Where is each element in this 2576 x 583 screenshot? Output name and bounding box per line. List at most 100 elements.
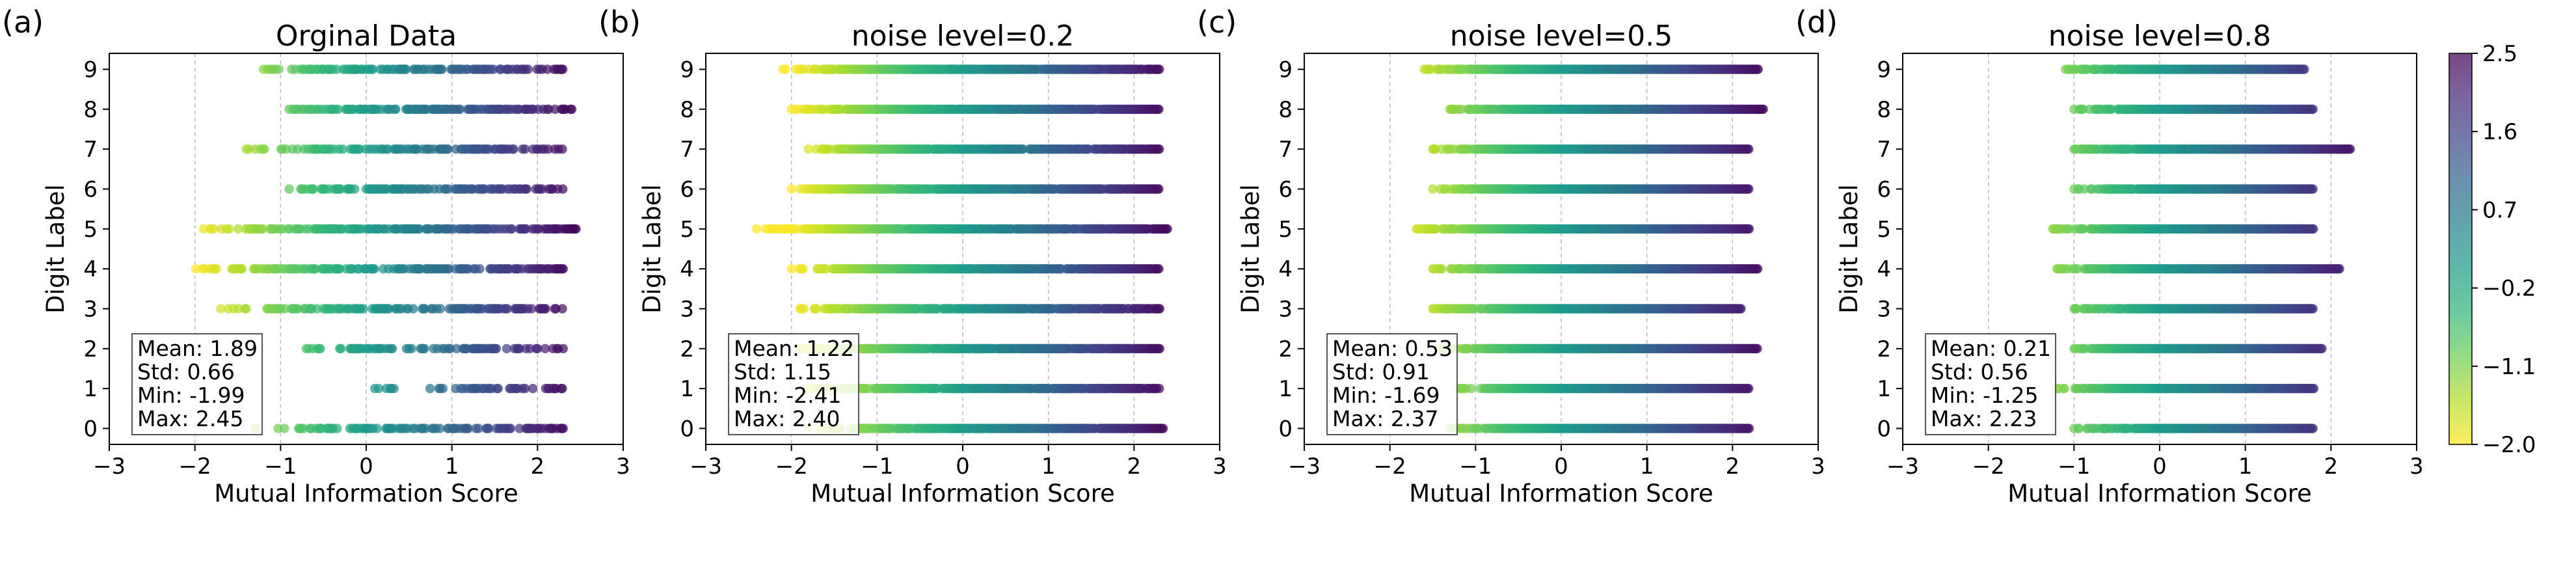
x-tick-label: 2 xyxy=(531,454,545,480)
scatter-point xyxy=(502,304,512,314)
scatter-point xyxy=(558,184,568,194)
y-tick-label: 8 xyxy=(680,97,694,123)
scatter-point xyxy=(234,224,243,234)
scatter-point xyxy=(258,224,267,234)
scatter-point xyxy=(333,104,343,115)
scatter-point xyxy=(526,304,537,314)
x-tick-label: −3 xyxy=(690,454,722,480)
chart-title: noise level=0.5 xyxy=(1450,20,1672,53)
scatter-point xyxy=(1154,184,1164,194)
scatter-point xyxy=(786,264,796,274)
scatter-point xyxy=(533,344,543,353)
y-tick-label: 2 xyxy=(680,336,694,362)
scatter-point xyxy=(338,144,347,154)
scatter-point xyxy=(425,383,435,394)
scatter-point xyxy=(421,424,431,433)
scatter-point xyxy=(451,344,462,353)
y-tick-label: 8 xyxy=(83,97,98,123)
scatter-point xyxy=(1744,224,1754,234)
scatter-point xyxy=(798,264,808,274)
scatter-point xyxy=(541,304,550,314)
scatter-point xyxy=(1744,424,1754,433)
scatter-point xyxy=(1752,344,1762,353)
panel-letter: (a) xyxy=(2,5,44,40)
scatter-point xyxy=(551,304,561,314)
chart-title: noise level=0.2 xyxy=(852,20,1074,53)
scatter-point xyxy=(1155,344,1165,353)
scatter-point xyxy=(211,264,221,274)
scatter-point xyxy=(522,184,532,194)
y-tick-label: 6 xyxy=(680,177,694,203)
x-tick-label: 1 xyxy=(445,454,459,480)
scatter-point xyxy=(557,383,567,394)
y-axis-label: Digit Label xyxy=(638,184,666,314)
scatter-point xyxy=(489,64,498,74)
scatter-point xyxy=(1155,64,1164,74)
scatter-point xyxy=(505,424,516,433)
scatter-point xyxy=(280,304,290,314)
stats-line: Mean: 1.22 xyxy=(734,336,854,361)
scatter-point xyxy=(1155,383,1164,394)
scatter-point xyxy=(1753,264,1763,274)
scatter-point xyxy=(388,344,397,353)
stats-line: Max: 2.40 xyxy=(734,406,840,431)
scatter-point xyxy=(520,144,530,154)
scatter-point xyxy=(336,344,346,353)
scatter-point xyxy=(544,104,554,115)
scatter-point xyxy=(1466,383,1476,394)
panel-letter: (c) xyxy=(1197,5,1237,40)
scatter-point xyxy=(491,344,502,353)
y-tick-label: 4 xyxy=(83,256,98,282)
y-tick-label: 5 xyxy=(83,217,98,243)
scatter-point xyxy=(520,383,530,394)
y-tick-label: 0 xyxy=(680,416,694,442)
x-tick-label: −2 xyxy=(775,454,808,480)
scatter-point xyxy=(407,344,416,353)
scatter-point xyxy=(558,344,568,353)
scatter-point xyxy=(437,64,447,74)
x-tick-label: 3 xyxy=(616,454,630,480)
x-tick-label: 0 xyxy=(359,454,373,480)
scatter-point xyxy=(420,304,430,314)
scatter-point xyxy=(373,383,384,394)
y-tick-label: 9 xyxy=(83,57,98,83)
stats-line: Max: 2.45 xyxy=(137,406,243,431)
scatter-point xyxy=(260,144,269,154)
scatter-point xyxy=(571,224,581,234)
scatter-point xyxy=(389,383,399,394)
scatter-point xyxy=(1162,224,1172,234)
x-axis-label: Mutual Information Score xyxy=(811,480,1115,508)
scatter-point xyxy=(401,64,411,74)
panel-b: (b) noise level=0.2−3 −2 −1 0 1 2 30123456789Mu… xyxy=(598,5,1227,508)
y-tick-label: 7 xyxy=(680,137,694,163)
scatter-point xyxy=(358,304,368,314)
scatter-point xyxy=(234,304,243,314)
scatter-point xyxy=(369,264,379,274)
y-tick-label: 9 xyxy=(680,57,694,83)
scatter-point xyxy=(557,304,567,314)
scatter-point xyxy=(281,144,291,154)
y-axis-label: Digit Label xyxy=(42,184,70,314)
scatter-point xyxy=(1154,264,1164,274)
scatter-point xyxy=(372,424,382,433)
scatter-point xyxy=(1437,264,1447,274)
scatter-point xyxy=(384,304,394,314)
scatter-point xyxy=(332,424,342,433)
scatter-point xyxy=(493,383,503,394)
scatter-point xyxy=(1155,144,1164,154)
scatter-point xyxy=(567,104,577,115)
scatter-point xyxy=(391,104,401,115)
x-axis-label: Mutual Information Score xyxy=(214,480,518,508)
scatter-point xyxy=(515,344,524,353)
scatter-point xyxy=(368,64,378,74)
scatter-points xyxy=(1412,64,1768,433)
x-tick-label: 0 xyxy=(956,454,970,480)
scatter-point xyxy=(558,424,568,433)
scatter-point xyxy=(751,224,761,234)
scatter-point xyxy=(781,64,790,74)
x-tick-label: −1 xyxy=(861,454,893,480)
chart-title: Orginal Data xyxy=(276,20,457,53)
stats-line: Mean: 1.89 xyxy=(137,336,258,361)
